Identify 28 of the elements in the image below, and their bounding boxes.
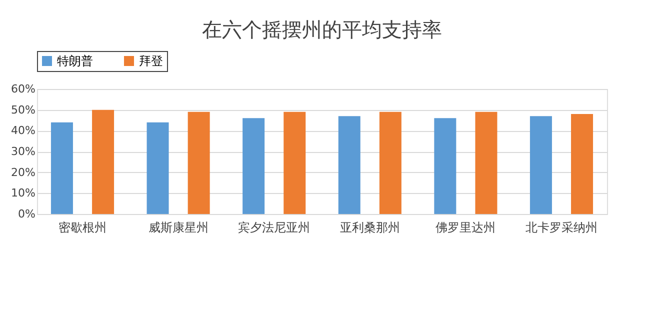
bar (188, 112, 210, 214)
legend-label: 拜登 (139, 54, 163, 68)
y-tick-label: 10% (11, 186, 36, 200)
bar (379, 112, 402, 214)
bar (92, 110, 114, 214)
y-tick-label: 0% (18, 208, 36, 220)
legend-label: 特朗普 (57, 54, 93, 68)
bar (338, 116, 360, 214)
y-tick-label: 60% (11, 82, 36, 96)
x-tick-label: 宾夕法尼亚州 (238, 220, 310, 234)
bar (50, 122, 73, 214)
y-tick-label: 20% (11, 166, 36, 179)
bar (530, 116, 552, 214)
chart-title: 在六个摇摆州的平均支持率 (202, 18, 442, 42)
bar (571, 114, 594, 214)
bar (146, 122, 169, 214)
y-tick-label: 50% (11, 103, 36, 116)
y-tick-label: 40% (11, 124, 36, 138)
bar (475, 112, 498, 214)
x-tick-label: 密歇根州 (58, 220, 107, 234)
x-tick-label: 佛罗里达州 (436, 220, 496, 234)
x-tick-label: 北卡罗采纳州 (525, 220, 598, 234)
x-tick-label: 威斯康星州 (148, 220, 208, 234)
bar (434, 118, 456, 214)
x-tick-label: 亚利桑那州 (340, 220, 400, 234)
bar (284, 112, 306, 214)
y-tick-label: 30% (11, 145, 36, 158)
bar (242, 118, 265, 214)
